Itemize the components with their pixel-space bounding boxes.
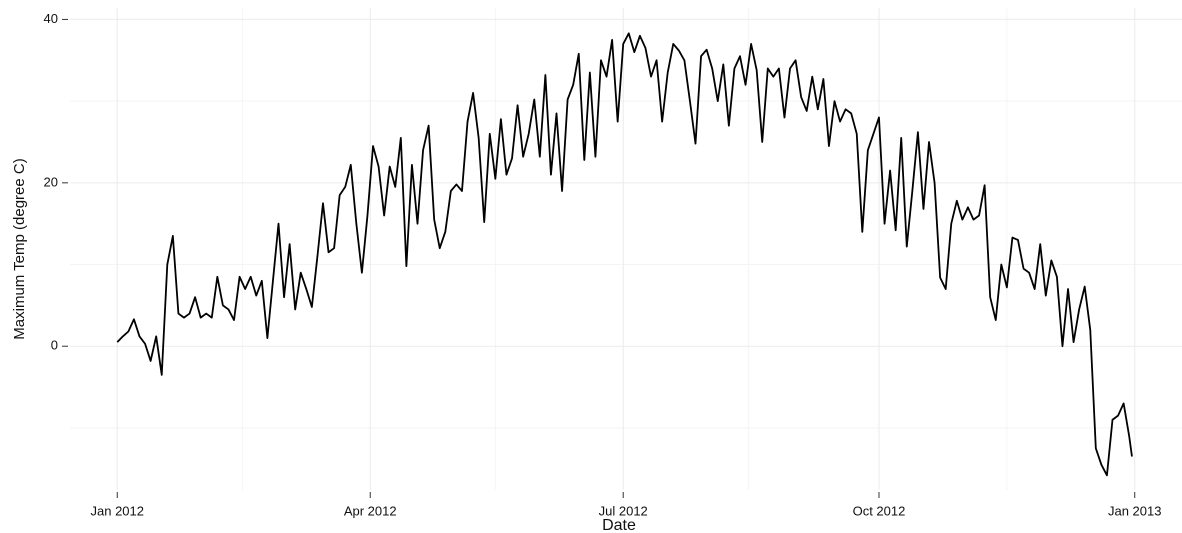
x-tick-label: Jan 2013 [1108, 503, 1162, 518]
x-tick-label: Jul 2012 [599, 503, 648, 518]
y-tick-label: 20 [44, 174, 58, 189]
x-tick-label: Apr 2012 [344, 503, 397, 518]
y-tick-label: 40 [44, 11, 58, 26]
data-line [116, 32, 1133, 477]
y-axis-label: Maximum Temp (degree C) [11, 158, 28, 339]
y-tick-label: 0 [51, 338, 58, 353]
x-axis-label: Date [602, 517, 636, 533]
x-tick-label: Oct 2012 [853, 503, 906, 518]
x-tick-label: Jan 2012 [91, 503, 145, 518]
